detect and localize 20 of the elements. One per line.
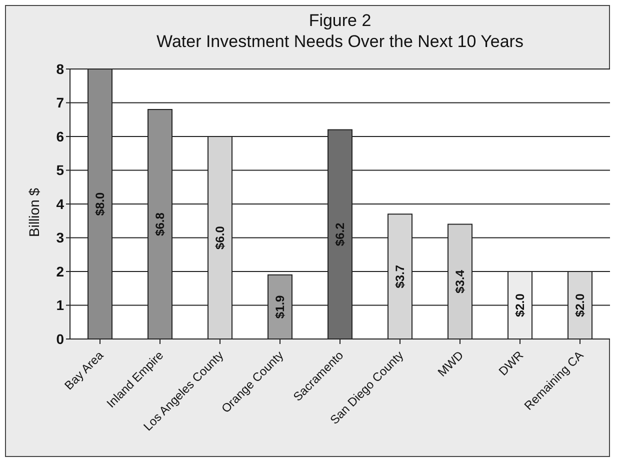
- data-label: $3.4: [453, 270, 467, 294]
- y-tick-label: 5: [56, 162, 64, 178]
- data-label: $3.7: [393, 264, 407, 288]
- y-tick-label: 3: [56, 230, 64, 246]
- data-label: $6.8: [153, 212, 167, 236]
- data-label: $2.0: [513, 293, 527, 317]
- data-label: $6.2: [333, 222, 347, 246]
- y-tick-label: 8: [56, 60, 64, 77]
- y-tick-label: 4: [56, 196, 64, 212]
- data-label: $8.0: [93, 192, 107, 216]
- y-tick-label: 7: [56, 94, 64, 111]
- y-tick-label: 0: [56, 330, 64, 347]
- y-axis-title: Billion $: [26, 188, 42, 237]
- chart-title: Figure 2 Water Investment Needs Over the Next 10 Years: [156, 10, 524, 52]
- data-label: $1.9: [273, 294, 287, 319]
- y-tick-label: 1: [56, 297, 64, 314]
- data-label: $6.0: [213, 226, 227, 250]
- y-tick-label: 2: [56, 263, 64, 280]
- y-tick-label: 6: [56, 128, 64, 144]
- data-label: $2.0: [573, 293, 587, 317]
